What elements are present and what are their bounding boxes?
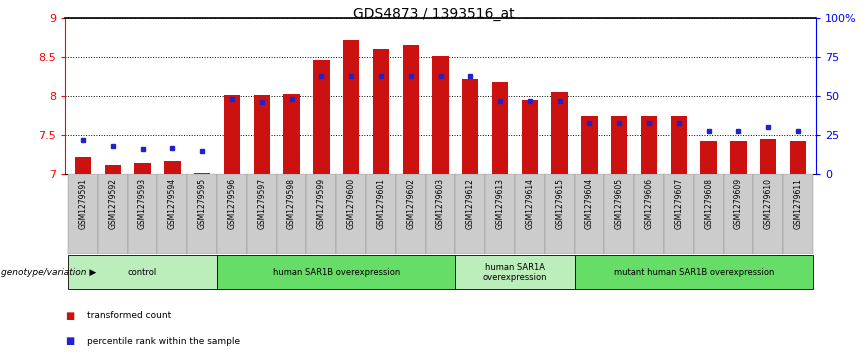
FancyBboxPatch shape	[217, 174, 247, 254]
Text: GSM1279598: GSM1279598	[287, 178, 296, 229]
FancyBboxPatch shape	[515, 174, 545, 254]
FancyBboxPatch shape	[187, 174, 217, 254]
Bar	[164, 161, 181, 174]
Bar	[582, 116, 598, 174]
Text: GSM1279607: GSM1279607	[674, 178, 683, 229]
Text: genotype/variation ▶: genotype/variation ▶	[1, 268, 96, 277]
Bar	[403, 45, 419, 174]
Text: GSM1279615: GSM1279615	[556, 178, 564, 229]
FancyBboxPatch shape	[604, 174, 635, 254]
Text: GSM1279600: GSM1279600	[346, 178, 356, 229]
FancyBboxPatch shape	[664, 174, 694, 254]
Text: GSM1279596: GSM1279596	[227, 178, 236, 229]
Text: mutant human SAR1B overexpression: mutant human SAR1B overexpression	[614, 268, 774, 277]
Bar	[372, 49, 389, 174]
Text: percentile rank within the sample: percentile rank within the sample	[87, 337, 240, 346]
Text: GSM1279608: GSM1279608	[704, 178, 713, 229]
FancyBboxPatch shape	[277, 174, 306, 254]
Bar	[671, 116, 687, 174]
Text: GDS4873 / 1393516_at: GDS4873 / 1393516_at	[353, 7, 515, 21]
Text: GSM1279601: GSM1279601	[377, 178, 385, 229]
FancyBboxPatch shape	[68, 174, 98, 254]
FancyBboxPatch shape	[128, 174, 157, 254]
FancyBboxPatch shape	[575, 174, 604, 254]
Text: ■: ■	[65, 311, 75, 321]
FancyBboxPatch shape	[306, 174, 336, 254]
Text: GSM1279605: GSM1279605	[615, 178, 624, 229]
FancyBboxPatch shape	[336, 174, 366, 254]
Bar	[343, 40, 359, 174]
Text: GSM1279614: GSM1279614	[525, 178, 535, 229]
Text: GSM1279610: GSM1279610	[764, 178, 773, 229]
Bar	[641, 116, 657, 174]
Text: GSM1279595: GSM1279595	[198, 178, 207, 229]
Text: control: control	[128, 268, 157, 277]
Bar	[551, 92, 568, 174]
Bar	[104, 165, 121, 174]
FancyBboxPatch shape	[485, 174, 515, 254]
Bar	[611, 116, 628, 174]
FancyBboxPatch shape	[396, 174, 425, 254]
FancyBboxPatch shape	[217, 255, 456, 289]
Text: ■: ■	[65, 336, 75, 346]
FancyBboxPatch shape	[98, 174, 128, 254]
Text: GSM1279606: GSM1279606	[645, 178, 654, 229]
Text: GSM1279593: GSM1279593	[138, 178, 147, 229]
FancyBboxPatch shape	[575, 255, 813, 289]
Bar	[432, 56, 449, 174]
FancyBboxPatch shape	[724, 174, 753, 254]
Text: GSM1279609: GSM1279609	[734, 178, 743, 229]
Bar	[760, 139, 777, 174]
FancyBboxPatch shape	[247, 174, 277, 254]
Bar	[700, 141, 717, 174]
Text: GSM1279594: GSM1279594	[168, 178, 177, 229]
Text: GSM1279591: GSM1279591	[78, 178, 88, 229]
FancyBboxPatch shape	[425, 174, 456, 254]
FancyBboxPatch shape	[366, 174, 396, 254]
FancyBboxPatch shape	[545, 174, 575, 254]
Text: GSM1279612: GSM1279612	[466, 178, 475, 229]
Bar	[283, 94, 299, 174]
Text: transformed count: transformed count	[87, 311, 171, 320]
FancyBboxPatch shape	[157, 174, 187, 254]
Bar	[224, 95, 240, 174]
FancyBboxPatch shape	[753, 174, 783, 254]
Text: GSM1279597: GSM1279597	[257, 178, 266, 229]
Text: GSM1279604: GSM1279604	[585, 178, 594, 229]
FancyBboxPatch shape	[456, 174, 485, 254]
Bar	[790, 141, 806, 174]
Text: human SAR1B overexpression: human SAR1B overexpression	[273, 268, 400, 277]
FancyBboxPatch shape	[783, 174, 813, 254]
Bar	[730, 141, 746, 174]
Text: GSM1279603: GSM1279603	[436, 178, 445, 229]
Bar	[313, 60, 330, 174]
Text: GSM1279599: GSM1279599	[317, 178, 326, 229]
Bar	[522, 100, 538, 174]
Text: human SAR1A
overexpression: human SAR1A overexpression	[483, 262, 547, 282]
Text: GSM1279592: GSM1279592	[108, 178, 117, 229]
FancyBboxPatch shape	[635, 174, 664, 254]
Text: GSM1279602: GSM1279602	[406, 178, 415, 229]
FancyBboxPatch shape	[68, 255, 217, 289]
Bar	[462, 79, 478, 174]
Text: GSM1279611: GSM1279611	[793, 178, 803, 229]
Bar	[75, 157, 91, 174]
Bar	[253, 95, 270, 174]
FancyBboxPatch shape	[694, 174, 724, 254]
FancyBboxPatch shape	[456, 255, 575, 289]
Bar	[492, 82, 509, 174]
Bar	[194, 173, 210, 174]
Text: GSM1279613: GSM1279613	[496, 178, 504, 229]
Bar	[135, 163, 151, 174]
